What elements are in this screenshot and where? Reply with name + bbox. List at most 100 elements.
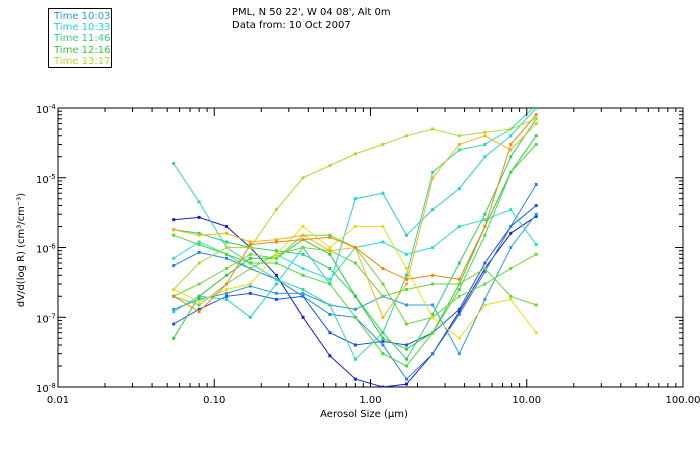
series-point [534,117,538,121]
series-point [509,267,513,270]
series-point [197,310,201,314]
legend-entry: Time 10:33 [54,22,111,34]
series-point [248,243,252,247]
series-point [405,288,408,291]
series-point [457,261,461,265]
series-point [248,252,252,256]
legend-entry: Time 11:46 [54,33,111,45]
x-tick-label: 100.00 [666,395,700,406]
series-point [431,176,435,180]
series-point [535,104,538,107]
series-point [172,288,176,291]
series-point [328,249,332,253]
series-point [405,273,408,277]
series-point [381,267,385,270]
series-point [225,225,229,228]
series-point [328,354,332,358]
series-point [225,267,229,270]
series-point [197,231,201,235]
series-point [457,310,461,314]
series-point [197,243,201,247]
series-point [405,252,408,256]
series-point [534,204,538,207]
series-point [274,297,278,301]
series-point [509,297,513,301]
series-point [197,261,201,265]
series-point [431,273,435,277]
series-point [328,312,332,316]
series-point [405,277,408,281]
series-point [381,336,385,340]
chart-header-line-2: Data from: 10 Oct 2007 [232,20,351,31]
series-point [248,261,252,265]
series-point [457,277,461,281]
series-point [328,164,332,167]
series-point [328,246,332,249]
series-point [534,122,538,125]
series-point [301,288,305,291]
series-point [534,252,538,256]
series-point [328,277,332,281]
series-point [483,233,487,237]
series-point [483,303,487,307]
series-point [457,148,461,152]
series-point [457,336,461,340]
series-point [405,343,408,347]
series-point [534,143,538,146]
series-point [509,127,513,131]
series-point [483,267,487,270]
series-point [353,343,357,347]
series-point [381,240,385,244]
series-point [197,250,201,254]
series-point [483,134,487,138]
series-point [172,256,176,260]
series-point [328,303,332,307]
series-point [225,246,229,249]
series-point [509,294,513,298]
series-point [483,225,487,228]
series-point [405,382,408,386]
series-point [431,352,435,356]
series-point [534,331,538,335]
series-point [172,233,176,237]
series-point [301,294,305,298]
series-point [353,246,357,249]
series-point [197,240,201,244]
series-point [483,297,487,301]
y-tick-base: 10 [36,105,49,116]
series-point [483,270,487,274]
series-point [225,240,229,244]
series-point [274,208,278,212]
series-point [405,267,408,270]
series-point [509,155,513,159]
series-point [534,212,538,216]
y-tick-label: 10-4 [36,103,56,116]
series-point [301,291,305,295]
series-point [301,267,305,270]
series-point [509,246,513,249]
series-point [172,294,176,298]
series-point [405,364,408,368]
series-point [483,155,487,159]
series-point [457,143,461,146]
x-tick-label: 1.00 [359,395,381,406]
series-point [301,273,305,277]
series-point [301,233,305,237]
series-point [172,162,176,165]
series-point [197,303,201,307]
series-point [509,231,513,235]
series-point [431,208,435,212]
series-point [274,252,278,256]
series-point [197,294,201,298]
series-point [328,235,332,239]
series-point [431,127,435,131]
series-point [197,215,201,219]
series-point [274,291,278,295]
series-point [225,291,229,295]
series-point [431,331,435,335]
series-point [431,312,435,316]
series-point [225,297,229,301]
series-point [405,233,408,237]
series-point [457,294,461,298]
